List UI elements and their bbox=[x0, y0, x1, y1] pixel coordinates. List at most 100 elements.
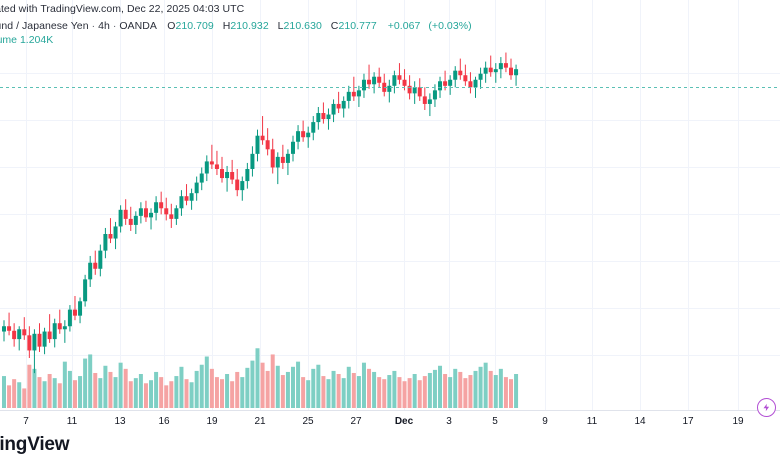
x-axis-tick-label: 19 bbox=[732, 416, 744, 427]
volume-bar bbox=[478, 366, 483, 408]
candle-body bbox=[260, 135, 265, 141]
volume-bar bbox=[118, 362, 123, 408]
high-label: H bbox=[222, 20, 231, 32]
high-value: 210.932 bbox=[230, 20, 269, 32]
candle-body bbox=[159, 202, 164, 209]
candle-body bbox=[387, 85, 392, 92]
volume-bar bbox=[7, 385, 12, 408]
candle-body bbox=[367, 79, 372, 85]
candle-body bbox=[331, 103, 336, 115]
candle-body bbox=[118, 209, 123, 227]
volume-bar bbox=[458, 371, 463, 408]
candle-body bbox=[290, 141, 295, 154]
candle-body bbox=[235, 179, 240, 191]
candle-body bbox=[154, 202, 159, 213]
volume-bar bbox=[341, 378, 346, 408]
volume-bar bbox=[361, 362, 366, 408]
x-axis-tick-label: 27 bbox=[350, 416, 362, 427]
candle-body bbox=[326, 114, 331, 120]
candle-body bbox=[62, 326, 67, 330]
volume-bar bbox=[27, 364, 32, 408]
volume-bar bbox=[164, 385, 169, 408]
volume-bar bbox=[483, 362, 488, 408]
interval-label[interactable]: 4h bbox=[98, 20, 110, 32]
candle-body bbox=[12, 330, 17, 340]
candle-body bbox=[164, 208, 169, 215]
volume-bar bbox=[184, 379, 189, 408]
volume-legend-line[interactable]: Volume 1.204K bbox=[0, 34, 54, 46]
volume-bar bbox=[488, 370, 493, 408]
volume-bar bbox=[260, 362, 265, 408]
x-axis-tick-label: 14 bbox=[634, 416, 646, 427]
symbol-legend-line[interactable]: British Pound / Japanese Yen · 4h · OAND… bbox=[0, 20, 472, 33]
candle-body bbox=[311, 122, 316, 133]
volume-bar bbox=[290, 366, 295, 408]
candle-body bbox=[306, 132, 311, 138]
candle-body bbox=[397, 75, 402, 80]
candle-body bbox=[225, 172, 230, 179]
realtime-bolt-badge[interactable] bbox=[757, 398, 776, 417]
x-axis-tick-label: 21 bbox=[254, 416, 266, 427]
volume-bar bbox=[113, 377, 118, 408]
volume-bar bbox=[427, 372, 432, 408]
candle-body bbox=[113, 226, 118, 239]
volume-bar bbox=[468, 375, 473, 408]
candle-body bbox=[83, 279, 88, 302]
candle-body bbox=[427, 99, 432, 104]
volume-bar bbox=[230, 381, 235, 408]
candle-body bbox=[301, 131, 306, 138]
candle-body bbox=[57, 323, 62, 330]
candle-body bbox=[498, 63, 503, 70]
volume-bar bbox=[108, 371, 113, 408]
candle-body bbox=[417, 87, 422, 97]
volume-bar bbox=[336, 374, 341, 408]
x-axis-tick-label: 25 bbox=[302, 416, 314, 427]
volume-bar bbox=[412, 374, 417, 408]
candle-body bbox=[468, 81, 473, 88]
candle-body bbox=[443, 81, 448, 86]
volume-bar bbox=[270, 354, 275, 408]
candle-body bbox=[199, 173, 204, 183]
volume-bar bbox=[382, 379, 387, 408]
candle-body bbox=[473, 79, 478, 88]
x-axis-tick-label: Dec bbox=[394, 416, 414, 427]
symbol-name[interactable]: British Pound / Japanese Yen bbox=[0, 20, 89, 32]
candle-body bbox=[280, 156, 285, 163]
volume-bar bbox=[503, 377, 508, 408]
candle-body bbox=[422, 96, 427, 104]
volume-bar bbox=[473, 370, 478, 408]
volume-bar bbox=[2, 376, 6, 408]
candle-body bbox=[52, 323, 57, 340]
candle-body bbox=[478, 73, 483, 80]
candle-body bbox=[189, 193, 194, 201]
volume-bar bbox=[214, 377, 219, 408]
volume-bar bbox=[42, 381, 47, 408]
change-absolute: +0.067 bbox=[387, 20, 421, 32]
volume-bar bbox=[32, 368, 37, 408]
candle-body bbox=[22, 329, 27, 336]
candle-body bbox=[204, 161, 209, 174]
volume-bar bbox=[199, 364, 204, 408]
candle-body bbox=[493, 69, 498, 73]
x-axis-tick-label: 17 bbox=[682, 416, 694, 427]
volume-bar bbox=[22, 388, 27, 408]
volume-bar bbox=[245, 367, 250, 408]
volume-bar bbox=[159, 377, 164, 408]
volume-bar bbox=[209, 368, 214, 408]
lightning-bolt-icon bbox=[763, 403, 770, 412]
candle-body bbox=[509, 67, 513, 76]
volume-bar bbox=[179, 366, 184, 408]
volume-bar bbox=[138, 374, 143, 408]
volume-bar bbox=[143, 383, 148, 408]
candle-body bbox=[169, 214, 174, 219]
x-axis-time-scale[interactable]: 7 11 13 16 19 21 25 27 Dec 3 5 9 11 14 17 19 bbox=[0, 410, 780, 433]
candle-body bbox=[483, 67, 488, 74]
volume-bar bbox=[301, 377, 306, 408]
candle-body bbox=[432, 90, 437, 100]
candle-body bbox=[240, 181, 245, 191]
x-axis-tick-label: 9 bbox=[542, 416, 548, 427]
volume-bar bbox=[220, 379, 225, 408]
candle-body bbox=[47, 331, 52, 340]
legend-separator-2: · bbox=[112, 20, 117, 32]
